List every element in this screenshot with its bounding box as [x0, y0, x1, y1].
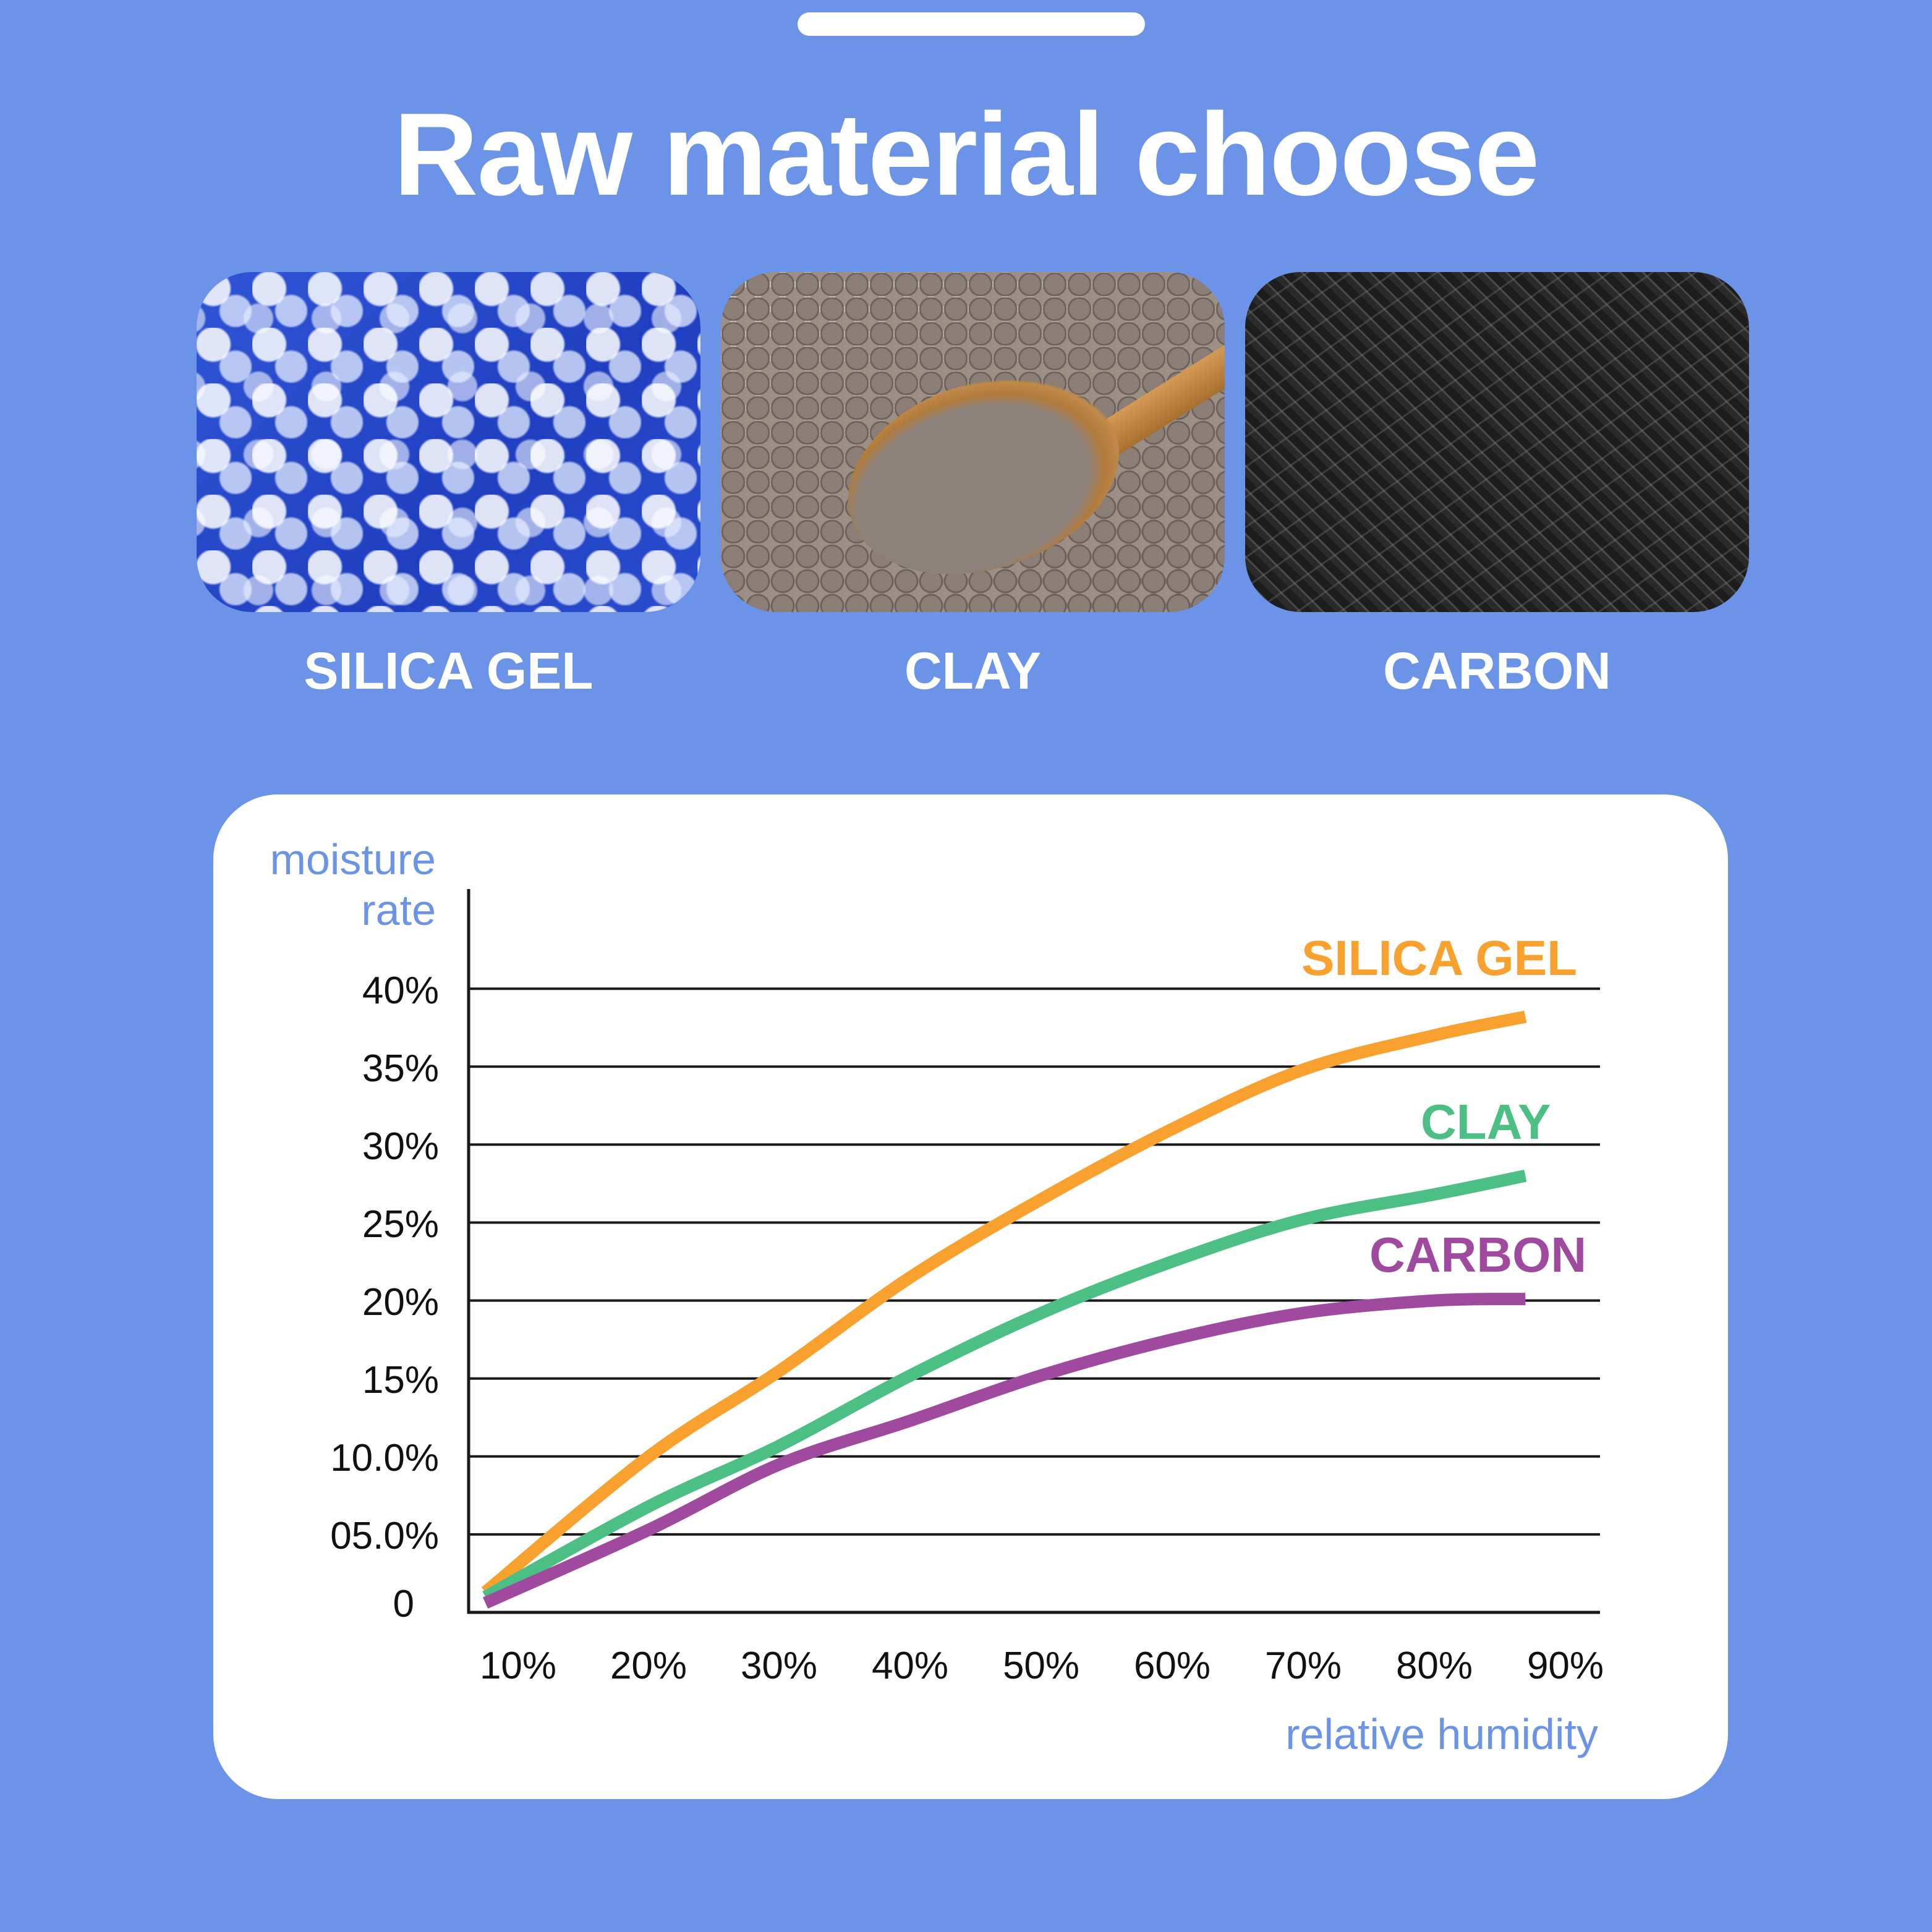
x-tick-60: 60%	[1133, 1645, 1211, 1687]
gridlines	[469, 987, 1600, 1536]
x-tick-10: 10%	[479, 1645, 557, 1687]
y-tick-10: 10.0%	[330, 1437, 439, 1479]
x-tick-80: 80%	[1395, 1645, 1473, 1687]
carbon-label: CARBON	[1383, 642, 1611, 700]
y-axis-title-line1: moisture	[270, 835, 436, 883]
silica-gel-image	[197, 272, 700, 612]
legend-clay: CLAY	[1421, 1094, 1551, 1149]
x-tick-20: 20%	[610, 1645, 687, 1687]
y-tick-15: 15%	[362, 1359, 439, 1402]
silica-gel-label: SILICA GEL	[304, 642, 594, 700]
carbon-image	[1245, 272, 1749, 612]
y-tick-30: 30%	[362, 1125, 439, 1168]
clay-label: CLAY	[904, 642, 1041, 700]
y-tick-25: 25%	[362, 1203, 439, 1246]
y-tick-5: 05.0%	[330, 1515, 439, 1557]
x-tick-70: 70%	[1264, 1645, 1342, 1687]
clay-image	[721, 272, 1225, 612]
legend-carbon: CARBON	[1369, 1227, 1587, 1282]
x-tick-90: 90%	[1526, 1645, 1604, 1687]
x-tick-30: 30%	[740, 1645, 818, 1687]
series-line-clay	[482, 1170, 1527, 1602]
y-tick-35: 35%	[362, 1047, 439, 1090]
x-axis-title: relative humidity	[1285, 1710, 1598, 1758]
series-line-silica-gel	[481, 1010, 1527, 1597]
y-tick-20: 20%	[362, 1281, 439, 1324]
series-lines	[481, 1010, 1527, 1609]
top-drag-handle	[798, 12, 1145, 36]
y-tick-40: 40%	[362, 969, 439, 1012]
y-tick-0: 0	[393, 1583, 414, 1625]
legend-silica-gel: SILICA GEL	[1301, 930, 1577, 985]
x-tick-50: 50%	[1002, 1645, 1080, 1687]
x-tick-40: 40%	[871, 1645, 949, 1687]
y-axis-title-line2: rate	[361, 886, 436, 934]
page-title: Raw material choose	[393, 89, 1539, 220]
series-line-carbon	[483, 1293, 1526, 1609]
